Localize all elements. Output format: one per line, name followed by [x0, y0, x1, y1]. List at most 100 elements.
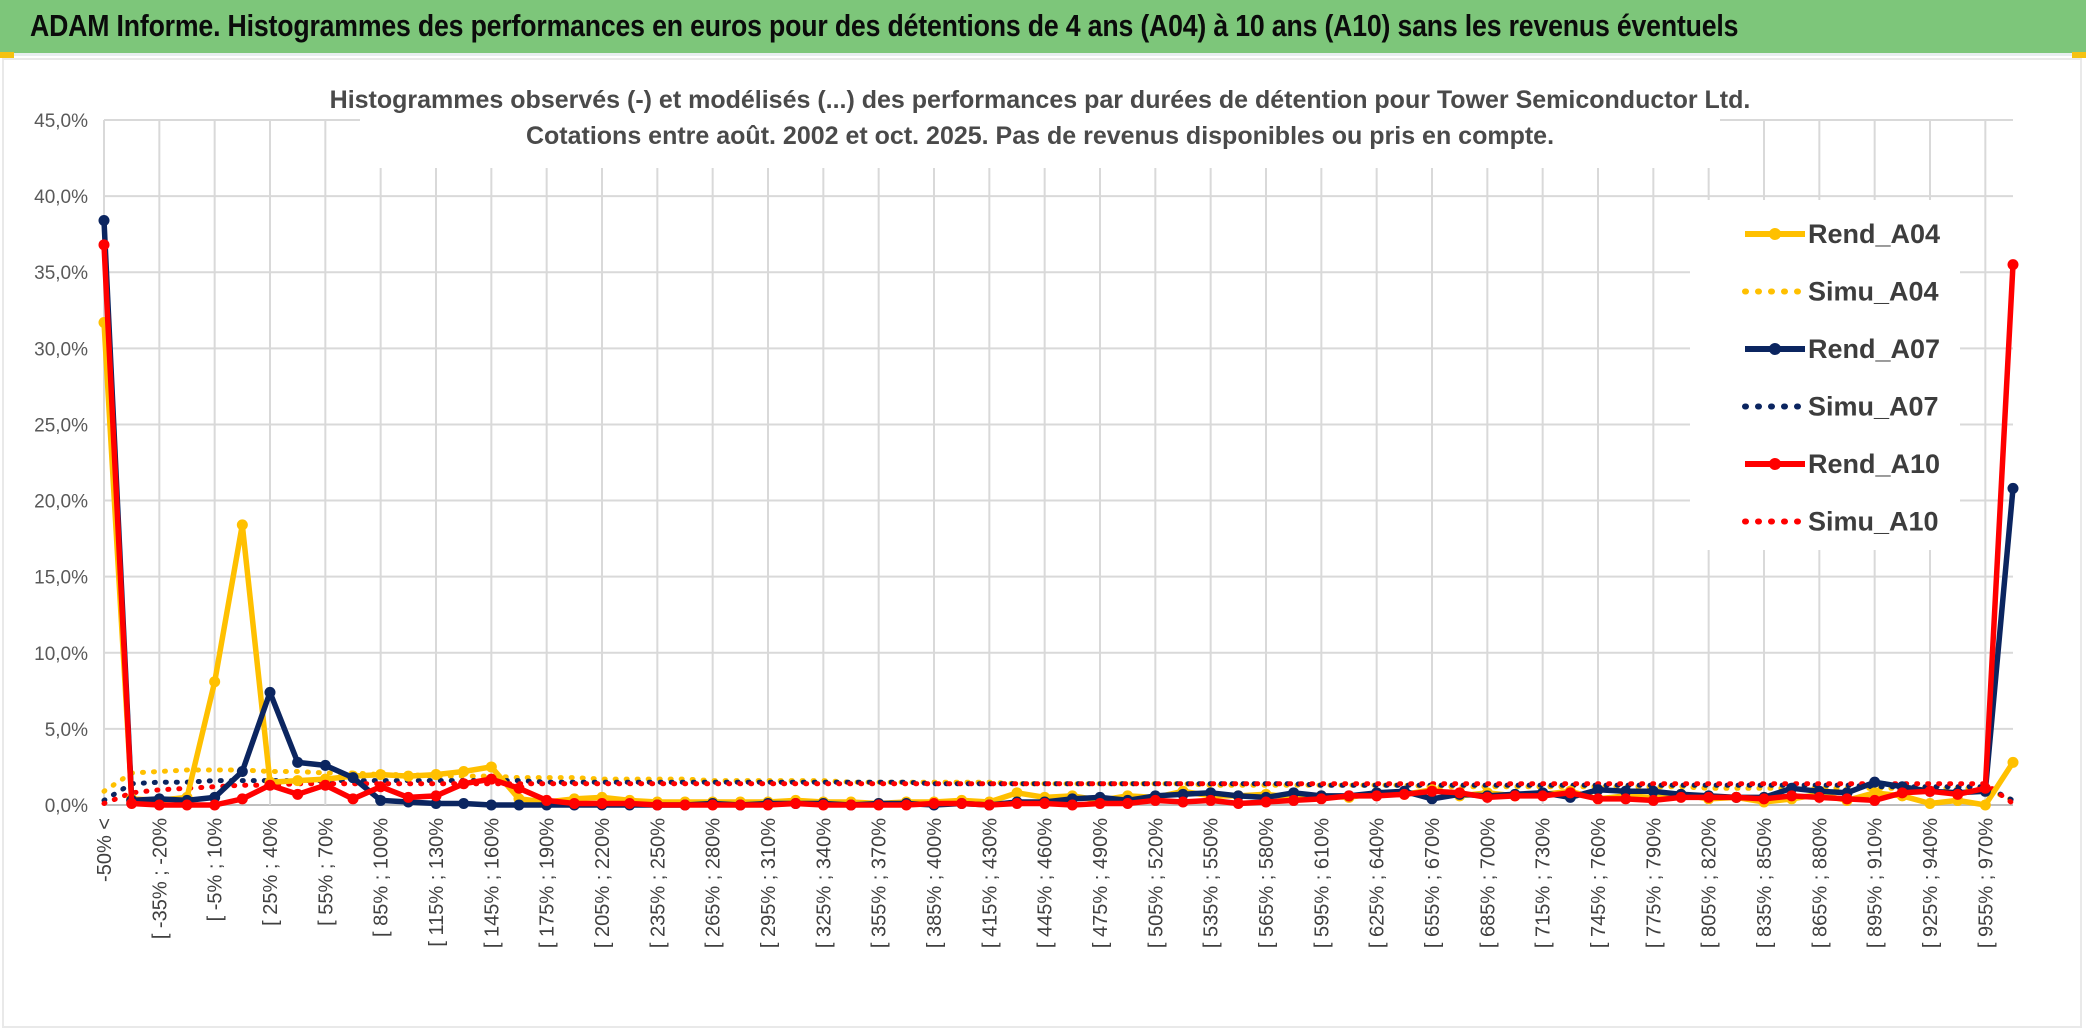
legend-label: Simu_A07 — [1808, 392, 1939, 422]
data-point — [1288, 787, 1300, 799]
data-point — [1979, 782, 1991, 794]
data-point — [1232, 790, 1244, 802]
chart-frame — [2, 58, 2082, 1028]
y-tick-label: 40,0% — [34, 187, 88, 208]
x-axis-tick-labels: -50% < [ -35% ; -20% [ -5% ; 10% [ 25% ; 40… — [94, 818, 1997, 948]
x-tick-label: [ 55% ; 70% — [315, 818, 337, 926]
chart-subtitle-line: Cotations entre août. 2002 et oct. 2025.… — [526, 122, 1554, 150]
data-point — [1647, 794, 1659, 806]
data-point — [1426, 793, 1438, 805]
series-line — [101, 244, 2016, 808]
data-point — [458, 778, 470, 790]
data-point — [1149, 794, 1161, 806]
data-point — [1177, 788, 1189, 800]
data-point — [956, 797, 968, 809]
legend-label: Simu_A10 — [1808, 507, 1939, 537]
data-point — [1758, 793, 1770, 805]
data-point — [873, 799, 885, 811]
data-point — [1454, 787, 1466, 799]
data-point — [1564, 787, 1576, 799]
legend-item: Rend_A04 — [1745, 219, 1940, 249]
legend-item: Simu_A07 — [1742, 392, 1939, 422]
data-point — [1122, 797, 1134, 809]
data-point — [1343, 790, 1355, 802]
x-tick-label: [ -5% ; 10% — [205, 818, 227, 922]
data-point — [1398, 788, 1410, 800]
data-point — [2007, 756, 2019, 768]
data-point — [98, 214, 110, 226]
y-tick-label: 20,0% — [34, 492, 88, 513]
x-tick-label: [ 775% ; 790% — [1643, 818, 1665, 948]
x-tick-label: [ 265% ; 280% — [703, 818, 725, 948]
data-point — [928, 797, 940, 809]
data-point — [292, 756, 304, 768]
y-tick-label: 25,0% — [34, 415, 88, 436]
x-tick-label: [ 25% ; 40% — [260, 818, 282, 926]
data-point — [1315, 793, 1327, 805]
data-point — [402, 770, 414, 782]
data-point — [2007, 259, 2019, 271]
x-tick-label: [ -35% ; -20% — [149, 818, 171, 939]
data-point — [900, 799, 912, 811]
legend-label: Rend_A04 — [1808, 219, 1940, 249]
data-point — [430, 797, 442, 809]
legend-item: Rend_A07 — [1745, 334, 1940, 364]
data-point — [209, 791, 221, 803]
data-point — [264, 779, 276, 791]
legend-background — [1690, 200, 1960, 550]
legend-label: Simu_A04 — [1808, 277, 1939, 307]
data-point — [264, 686, 276, 698]
data-point — [1288, 794, 1300, 806]
x-tick-label: [ 145% ; 160% — [481, 818, 503, 948]
data-point — [568, 797, 580, 809]
x-tick-label: -50% < — [94, 818, 116, 882]
data-point — [624, 797, 636, 809]
title-background — [360, 78, 1720, 168]
data-point — [1426, 785, 1438, 797]
chart-title: Histogrammes observés (-) et modélisés (… — [330, 78, 1751, 168]
x-tick-label: [ 715% ; 730% — [1533, 818, 1555, 948]
data-point — [1260, 796, 1272, 808]
data-point — [209, 799, 221, 811]
data-point — [513, 799, 525, 811]
data-point — [734, 799, 746, 811]
legend-label: Rend_A07 — [1808, 334, 1940, 364]
data-point — [679, 799, 691, 811]
data-point — [458, 766, 470, 778]
x-tick-label: [ 475% ; 490% — [1090, 818, 1112, 948]
data-point — [375, 781, 387, 793]
data-point — [1232, 797, 1244, 809]
data-point — [513, 782, 525, 794]
data-point — [236, 766, 248, 778]
x-tick-label: [ 925% ; 940% — [1920, 818, 1942, 948]
data-point — [236, 519, 248, 531]
data-point — [1620, 793, 1632, 805]
legend: Rend_A04 Simu_A04 Rend_A07 Simu_A07 Rend_A10… — [1690, 200, 1960, 550]
x-tick-label: [ 955% ; 970% — [1975, 818, 1997, 948]
chart-subtitle-line: Histogrammes observés (-) et modélisés (… — [330, 86, 1751, 114]
data-point — [1952, 788, 1964, 800]
data-point — [1205, 794, 1217, 806]
legend-marker — [1769, 458, 1781, 470]
data-point — [1869, 787, 1881, 799]
data-point — [292, 788, 304, 800]
x-tick-label: [ 385% ; 400% — [924, 818, 946, 948]
data-point — [2007, 482, 2019, 494]
data-point — [1869, 776, 1881, 788]
data-point — [98, 239, 110, 251]
y-tick-label: 0,0% — [45, 796, 88, 817]
y-tick-label: 35,0% — [34, 263, 88, 284]
series-line — [101, 781, 2016, 806]
data-point — [375, 769, 387, 781]
x-tick-label: [ 445% ; 460% — [1035, 818, 1057, 948]
data-point — [1924, 785, 1936, 797]
data-point — [817, 799, 829, 811]
data-point — [1924, 797, 1936, 809]
x-tick-label: [ 685% ; 700% — [1477, 818, 1499, 948]
data-point — [485, 773, 497, 785]
x-tick-label: [ 565% ; 580% — [1256, 818, 1278, 948]
data-point — [209, 676, 221, 688]
y-tick-label: 30,0% — [34, 339, 88, 360]
data-point — [1011, 787, 1023, 799]
